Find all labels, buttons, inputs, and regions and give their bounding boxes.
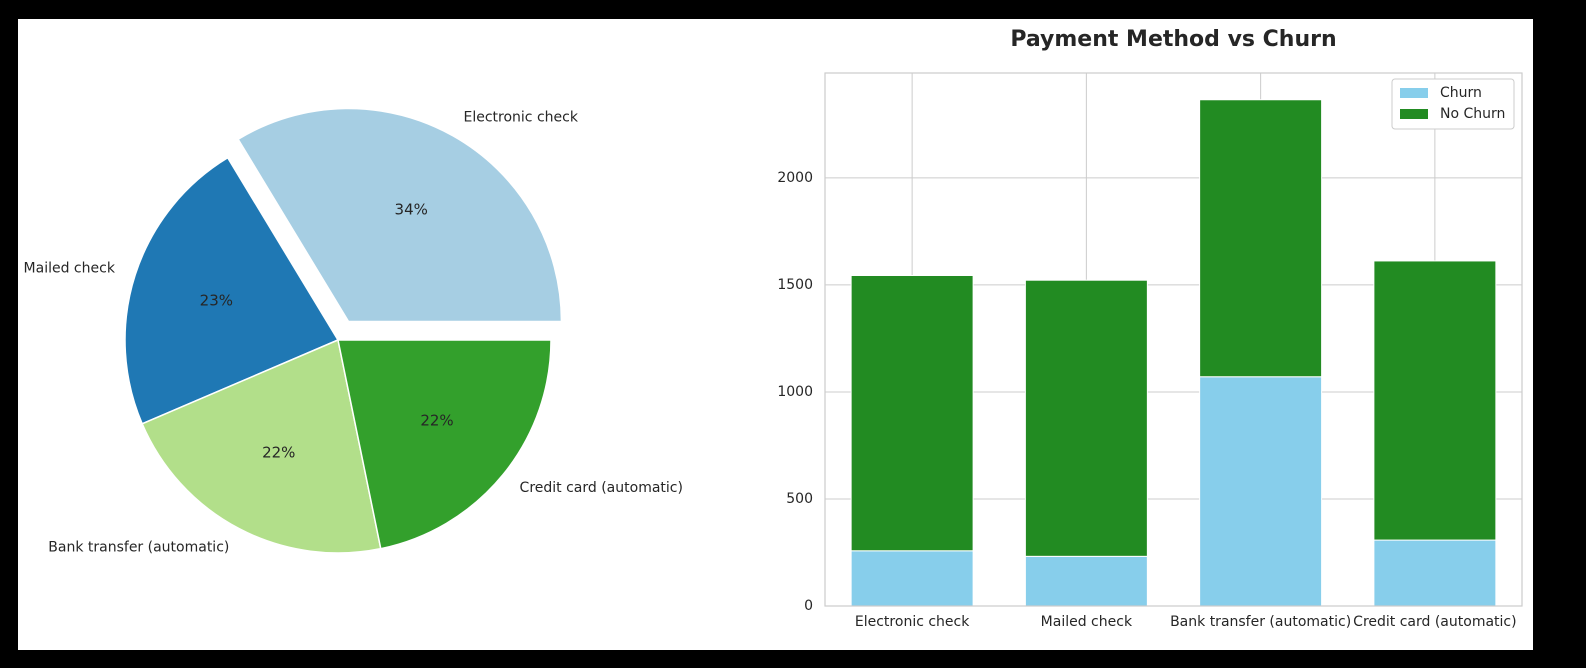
legend-swatch-churn	[1400, 88, 1428, 98]
x-tick-label: Bank transfer (automatic)	[1170, 614, 1351, 630]
bar-churn-mailed-check	[1024, 555, 1148, 607]
charts-canvas: Electronic check 34% Mailed check 23% Bank t…	[24, 27, 1523, 630]
bar-churn-credit-card-automatic	[1373, 539, 1497, 607]
bar-churn-electronic-check	[850, 550, 974, 607]
pie-chart: Electronic check 34% Mailed check 23% Bank t…	[24, 107, 683, 556]
y-tick-label: 0	[804, 598, 813, 614]
stacked-bar-chart: 0 500 1000 1500 2000 Electronic check Mailed c…	[777, 27, 1523, 630]
chart-title: Payment Method vs Churn	[1010, 27, 1336, 52]
pie-label-credit-card-automatic: Credit card (automatic)	[520, 480, 683, 496]
pie-slice-mailed-check	[124, 156, 340, 425]
pie-label-electronic-check: Electronic check	[463, 109, 578, 125]
figure: Electronic check 34% Mailed check 23% Bank t…	[18, 19, 1533, 650]
y-tick-label: 1500	[777, 277, 813, 293]
y-tick-label: 500	[786, 491, 813, 507]
bar-no-churn-electronic-check	[850, 274, 974, 552]
pie-percent-mailed-check: 23%	[200, 291, 233, 309]
x-tick-label: Credit card (automatic)	[1353, 614, 1516, 630]
pie-label-bank-transfer-automatic: Bank transfer (automatic)	[48, 540, 229, 556]
pie-percent-credit-card-automatic: 22%	[420, 411, 453, 429]
bar-no-churn-bank-transfer-automatic	[1199, 99, 1323, 378]
y-tick-label: 2000	[777, 170, 813, 186]
bar-no-churn-credit-card-automatic	[1373, 260, 1497, 541]
bar-churn-bank-transfer-automatic	[1199, 376, 1323, 607]
bar-no-churn-mailed-check	[1024, 279, 1148, 557]
pie-slice-credit-card-automatic	[337, 339, 552, 550]
axes-frame	[824, 72, 1523, 607]
y-tick-label: 1000	[777, 384, 813, 400]
legend-label-no-churn: No Churn	[1440, 106, 1505, 122]
x-tick-label: Mailed check	[1041, 614, 1133, 630]
pie-slice-electronic-check	[237, 107, 563, 323]
legend-label-churn: Churn	[1440, 85, 1482, 101]
pie-slice-bank-transfer-automatic	[141, 338, 382, 554]
x-tick-label: Electronic check	[855, 614, 970, 630]
legend-swatch-no-churn	[1400, 109, 1428, 119]
legend: Churn No Churn	[1391, 78, 1515, 130]
pie-percent-electronic-check: 34%	[395, 201, 428, 219]
pie-label-mailed-check: Mailed check	[24, 260, 116, 276]
pie-percent-bank-transfer-automatic: 22%	[262, 444, 295, 462]
